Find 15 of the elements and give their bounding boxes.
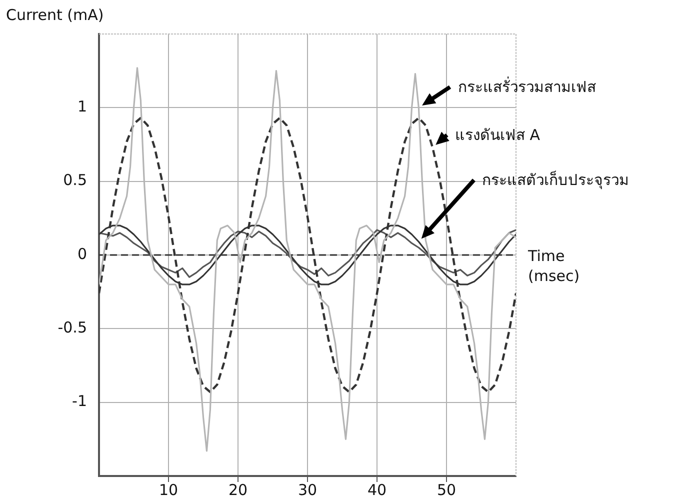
x-tick-label: 40 bbox=[367, 480, 387, 499]
text: กระแสรั่วรวมสามเฟส bbox=[458, 76, 596, 96]
x-axis-title: Time (msec) bbox=[527, 247, 580, 285]
y-axis-title: Current (mA) bbox=[6, 6, 104, 24]
x-tick-label: 50 bbox=[436, 480, 456, 499]
series-label: แรงดันเฟส A bbox=[455, 126, 541, 144]
x-tick-label: 10 bbox=[158, 480, 178, 499]
text: กระแสตัวเก็บประจุรวม bbox=[482, 170, 629, 190]
y-tick-label: 0 bbox=[77, 244, 87, 263]
x-tick-label: 30 bbox=[298, 480, 318, 499]
y-tick-label: -1 bbox=[72, 392, 87, 410]
y-tick-label: 1 bbox=[77, 98, 87, 116]
y-tick-label: -0.5 bbox=[58, 318, 87, 337]
x-tick-label: 20 bbox=[228, 480, 248, 499]
y-tick-label: 0.5 bbox=[63, 171, 87, 190]
